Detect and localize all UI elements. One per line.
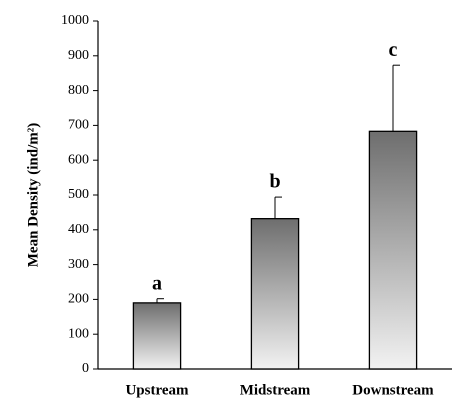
bar — [132, 302, 182, 370]
y-tick-label: 400 — [68, 222, 89, 237]
y-tick-label: 0 — [82, 361, 89, 376]
significance-letter: c — [389, 39, 398, 61]
x-tick-label: Midstream — [240, 382, 311, 398]
y-tick-label: 500 — [68, 187, 89, 202]
x-tick-label: Downstream — [352, 382, 434, 398]
significance-letter: a — [152, 272, 162, 294]
y-tick-label: 900 — [68, 48, 89, 63]
bar — [250, 218, 300, 370]
y-tick-label: 800 — [68, 83, 89, 98]
y-tick-label: 200 — [68, 292, 89, 307]
y-tick-label: 600 — [68, 152, 89, 167]
y-tick-label: 100 — [68, 326, 89, 341]
y-tick-label: 700 — [68, 118, 89, 133]
significance-letter: b — [269, 171, 280, 193]
y-tick-label: 1000 — [61, 13, 89, 28]
x-tick-label: Upstream — [125, 382, 189, 398]
bar — [368, 130, 418, 370]
y-axis-label: Mean Density (ind/m²) — [25, 123, 41, 268]
y-tick-label: 300 — [68, 257, 89, 272]
